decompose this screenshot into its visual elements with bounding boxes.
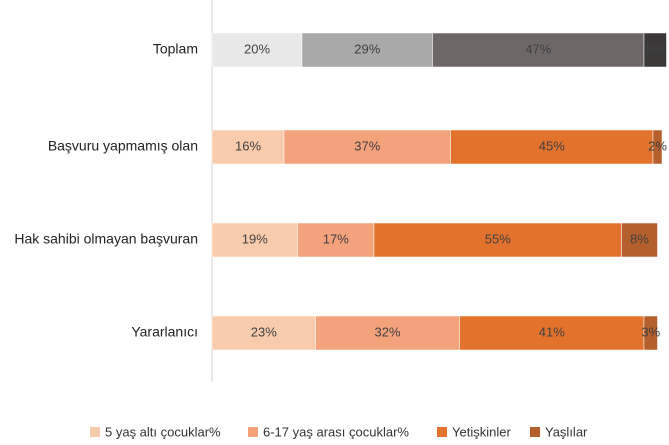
data-label: 16%: [235, 138, 261, 153]
bar-segment: [283, 129, 451, 165]
data-label: 29%: [354, 41, 380, 56]
data-label: 37%: [354, 138, 380, 153]
data-label: 5%: [646, 41, 665, 56]
bar-segment: [315, 315, 460, 351]
data-label: 45%: [539, 138, 565, 153]
category-label: Hak sahibi olmayan başvuran: [14, 231, 198, 247]
bar-segment: [297, 222, 375, 258]
data-label: 55%: [485, 231, 511, 246]
legend-label: 5 yaş altı çocuklar%: [105, 424, 221, 439]
legend-swatch: [437, 427, 447, 437]
bar-segment: [643, 315, 658, 351]
data-label: 41%: [539, 324, 565, 339]
bar-segment: [373, 222, 622, 258]
bar-segment: [211, 222, 298, 258]
bar-segment: [301, 32, 433, 68]
legend-swatch: [90, 427, 100, 437]
category-label: Toplam: [153, 41, 198, 57]
data-label: 20%: [244, 41, 270, 56]
data-label: 19%: [242, 231, 268, 246]
data-label: 8%: [630, 231, 649, 246]
legend-label: Yetişkinler: [452, 424, 511, 439]
bar-segment: [450, 129, 654, 165]
legend-swatch: [248, 427, 258, 437]
bar-segment: [211, 315, 316, 351]
category-label: Başvuru yapmamış olan: [48, 138, 198, 154]
bar-segment: [621, 222, 658, 258]
category-label: Yararlanıcı: [131, 324, 198, 340]
data-label: 47%: [525, 41, 551, 56]
data-label: 23%: [251, 324, 277, 339]
bar-segment: [211, 32, 303, 68]
legend-label: Yaşlılar: [545, 424, 588, 439]
data-label: 32%: [374, 324, 400, 339]
legend-label: 6-17 yaş arası çocuklar%: [263, 424, 409, 439]
legend-swatch: [530, 427, 540, 437]
data-label: 3%: [641, 324, 660, 339]
bar-segment: [459, 315, 645, 351]
bar-segment: [211, 129, 285, 165]
data-label: 17%: [323, 231, 349, 246]
bar-segment: [652, 129, 663, 165]
data-label: 2%: [648, 138, 667, 153]
bar-segment: [432, 32, 645, 68]
bar-segment: [643, 32, 667, 68]
